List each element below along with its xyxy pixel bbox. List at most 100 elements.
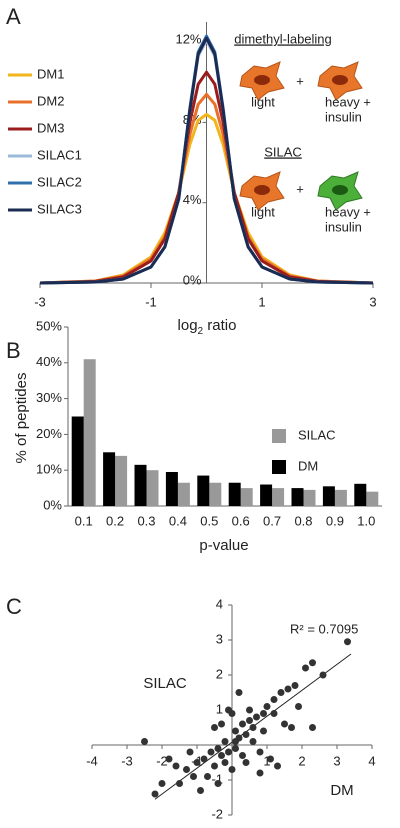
- scatter-point: [235, 689, 243, 696]
- scatter-point: [204, 773, 211, 780]
- panel-label: B: [6, 338, 21, 363]
- scatter-point: [211, 762, 218, 770]
- bar: [177, 482, 190, 506]
- scatter-point: [253, 713, 260, 721]
- y-tick-label: 4%: [183, 192, 202, 207]
- bar: [165, 471, 178, 506]
- scatter-point: [214, 745, 222, 752]
- x-tick-label: 0.9: [326, 513, 344, 528]
- bar: [103, 452, 116, 506]
- scatter-point: [193, 759, 201, 766]
- y-tick-label: 30%: [36, 390, 62, 405]
- annotation: insulin: [325, 219, 362, 234]
- panel-label: C: [6, 594, 22, 619]
- scatter-point: [274, 762, 281, 770]
- legend-label: SILAC: [298, 427, 336, 442]
- y-tick-label: 12%: [175, 32, 201, 47]
- scatter-point: [190, 773, 197, 780]
- panel-label: A: [6, 4, 21, 29]
- scatter-point: [228, 766, 236, 773]
- scatter-point: [249, 724, 257, 731]
- scatter-point: [221, 738, 229, 745]
- scatter-point: [214, 780, 222, 787]
- x-axis-label: p-value: [199, 537, 248, 554]
- x-tick-label: 0.1: [75, 513, 93, 528]
- scatter-point: [263, 703, 271, 710]
- y-axis-label: SILAC: [143, 675, 187, 692]
- y-tick-label: -1: [211, 771, 223, 786]
- y-tick-label: 20%: [36, 426, 62, 441]
- y-tick-label: 4: [216, 596, 223, 611]
- scatter-point: [225, 706, 232, 714]
- bar: [209, 482, 222, 506]
- scatter-point: [232, 727, 239, 735]
- x-tick-label: 0.5: [200, 513, 218, 528]
- scatter-point: [183, 766, 190, 773]
- x-tick-label: 1: [258, 294, 265, 309]
- scatter-point: [242, 731, 250, 738]
- scatter-point: [260, 727, 267, 735]
- cell-light: [239, 171, 285, 211]
- bar: [303, 489, 316, 506]
- scatter-point: [158, 780, 166, 787]
- y-tick-label: 0%: [183, 272, 202, 287]
- legend-label: SILAC2: [37, 174, 82, 189]
- bar: [71, 416, 84, 506]
- annotation: light: [251, 204, 275, 219]
- scatter-point: [319, 671, 327, 679]
- scatter-point: [186, 748, 194, 756]
- x-tick-label: -3: [121, 753, 133, 768]
- y-tick-label: 50%: [36, 318, 62, 333]
- scatter-point: [151, 790, 159, 798]
- y-tick-label: 2: [216, 666, 223, 681]
- x-tick-label: 3: [369, 294, 376, 309]
- scatter-point: [232, 745, 239, 752]
- bar: [354, 483, 367, 506]
- scatter-point: [284, 685, 292, 693]
- legend-label: SILAC1: [37, 147, 82, 162]
- x-axis-label: log2 ratio: [178, 317, 237, 337]
- x-tick-label: 0.4: [169, 513, 187, 528]
- x-tick-label: 0.3: [137, 513, 155, 528]
- cell-icons: + +: [239, 61, 363, 211]
- y-tick-label: 1: [216, 701, 223, 716]
- scatter-point: [281, 720, 288, 728]
- x-tick-label: 4: [368, 753, 375, 768]
- annotation: R² = 0.7095: [290, 621, 358, 636]
- x-tick-label: -1: [145, 294, 157, 309]
- y-tick-label: -2: [211, 806, 223, 821]
- scatter-point: [165, 755, 173, 763]
- scatter-point: [141, 738, 148, 745]
- scatter-point: [232, 738, 239, 745]
- bar: [272, 488, 285, 506]
- scatter-point: [344, 638, 351, 646]
- scatter-point: [218, 720, 225, 728]
- scatter-point: [270, 696, 278, 703]
- x-tick-label: -2: [156, 753, 168, 768]
- y-tick-label: 40%: [36, 354, 62, 369]
- bar: [322, 486, 335, 506]
- bar: [291, 488, 304, 506]
- bar: [240, 488, 253, 506]
- bar: [334, 489, 347, 506]
- bar: [260, 484, 273, 506]
- y-tick-label: 3: [216, 631, 223, 646]
- scatter-point: [225, 748, 232, 756]
- scatter-point: [309, 724, 316, 731]
- scatter-point: [288, 724, 295, 731]
- scatter-point: [246, 706, 253, 714]
- x-tick-label: -3: [34, 294, 46, 309]
- annotation: dimethyl-labeling: [234, 31, 332, 46]
- scatter-point: [267, 755, 274, 763]
- y-tick-label: 10%: [36, 462, 62, 477]
- y-tick-label: 0%: [43, 497, 62, 512]
- bar: [146, 470, 159, 506]
- legend-swatch: [272, 460, 286, 474]
- scatter-point: [207, 748, 215, 756]
- scatter-point: [221, 759, 229, 766]
- x-tick-label: 3: [333, 753, 340, 768]
- scatter-point: [256, 769, 264, 777]
- x-label-part: ratio: [203, 317, 236, 334]
- scatter-point: [197, 787, 204, 794]
